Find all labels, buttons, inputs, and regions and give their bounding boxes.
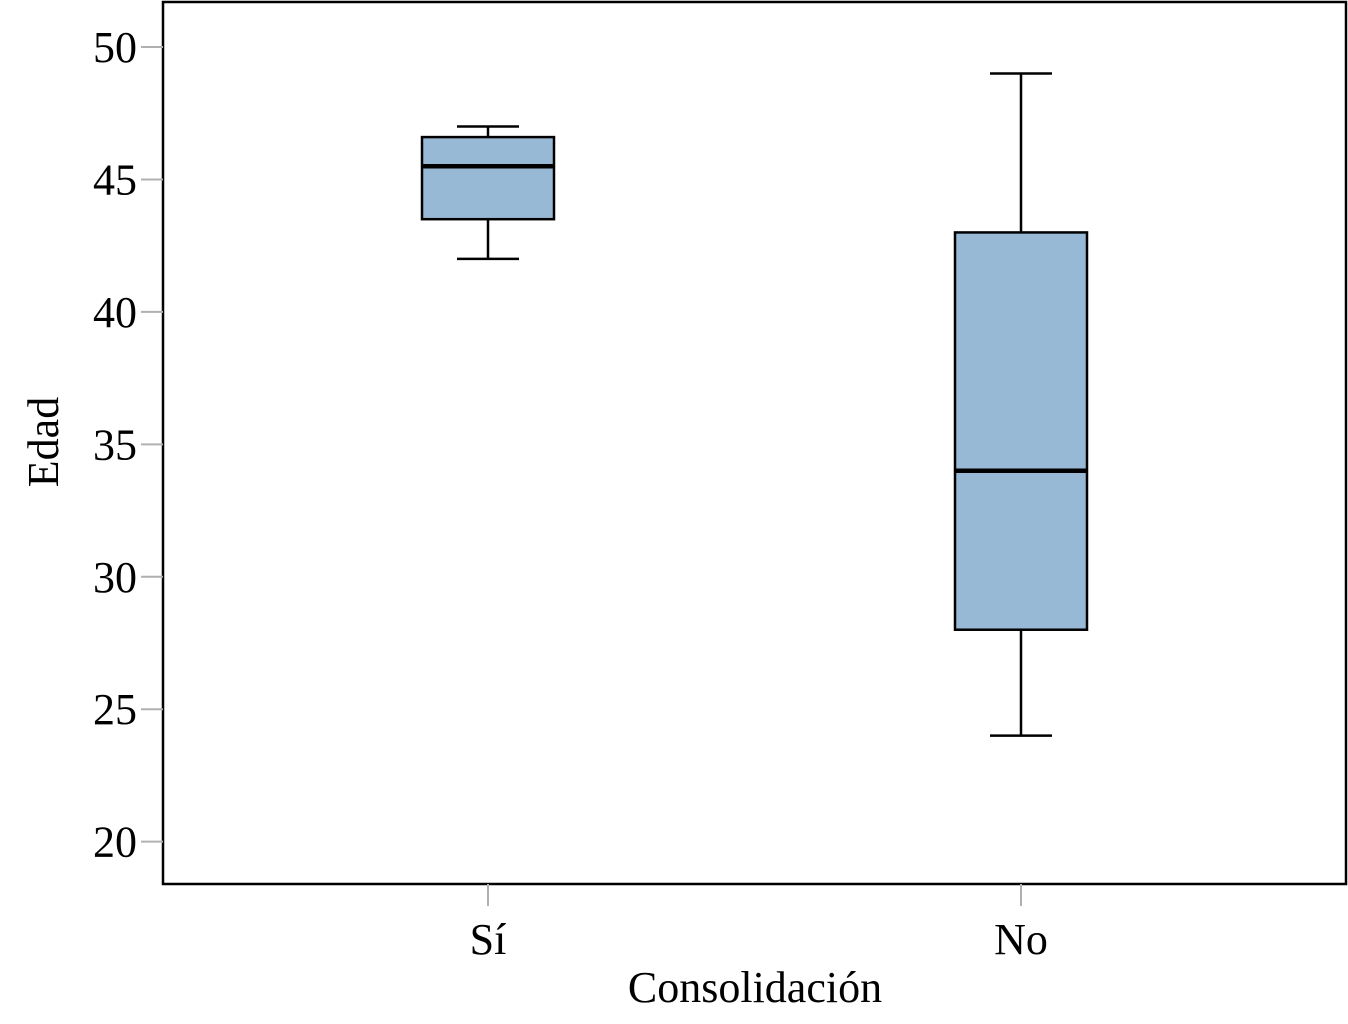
y-tick-label-6: 50 [93,23,137,72]
y-tick-label-0: 20 [93,818,137,867]
box-0 [420,135,556,221]
y-tick-label-4: 40 [93,288,137,337]
y-tick-label-1: 25 [93,685,137,734]
x-tick-label-1: No [994,915,1048,964]
y-tick-label-5: 45 [93,155,137,204]
plot-frame [161,0,1348,886]
y-tick-label-2: 30 [93,553,137,602]
plot-area: 20 25 30 35 40 45 50 Sí No [93,0,1348,964]
box-1 [953,231,1089,631]
y-tick-label-3: 35 [93,420,137,469]
x-tick-label-0: Sí [470,915,507,964]
x-axis-title: Consolidación [628,963,882,1012]
y-axis-title: Edad [19,397,68,487]
